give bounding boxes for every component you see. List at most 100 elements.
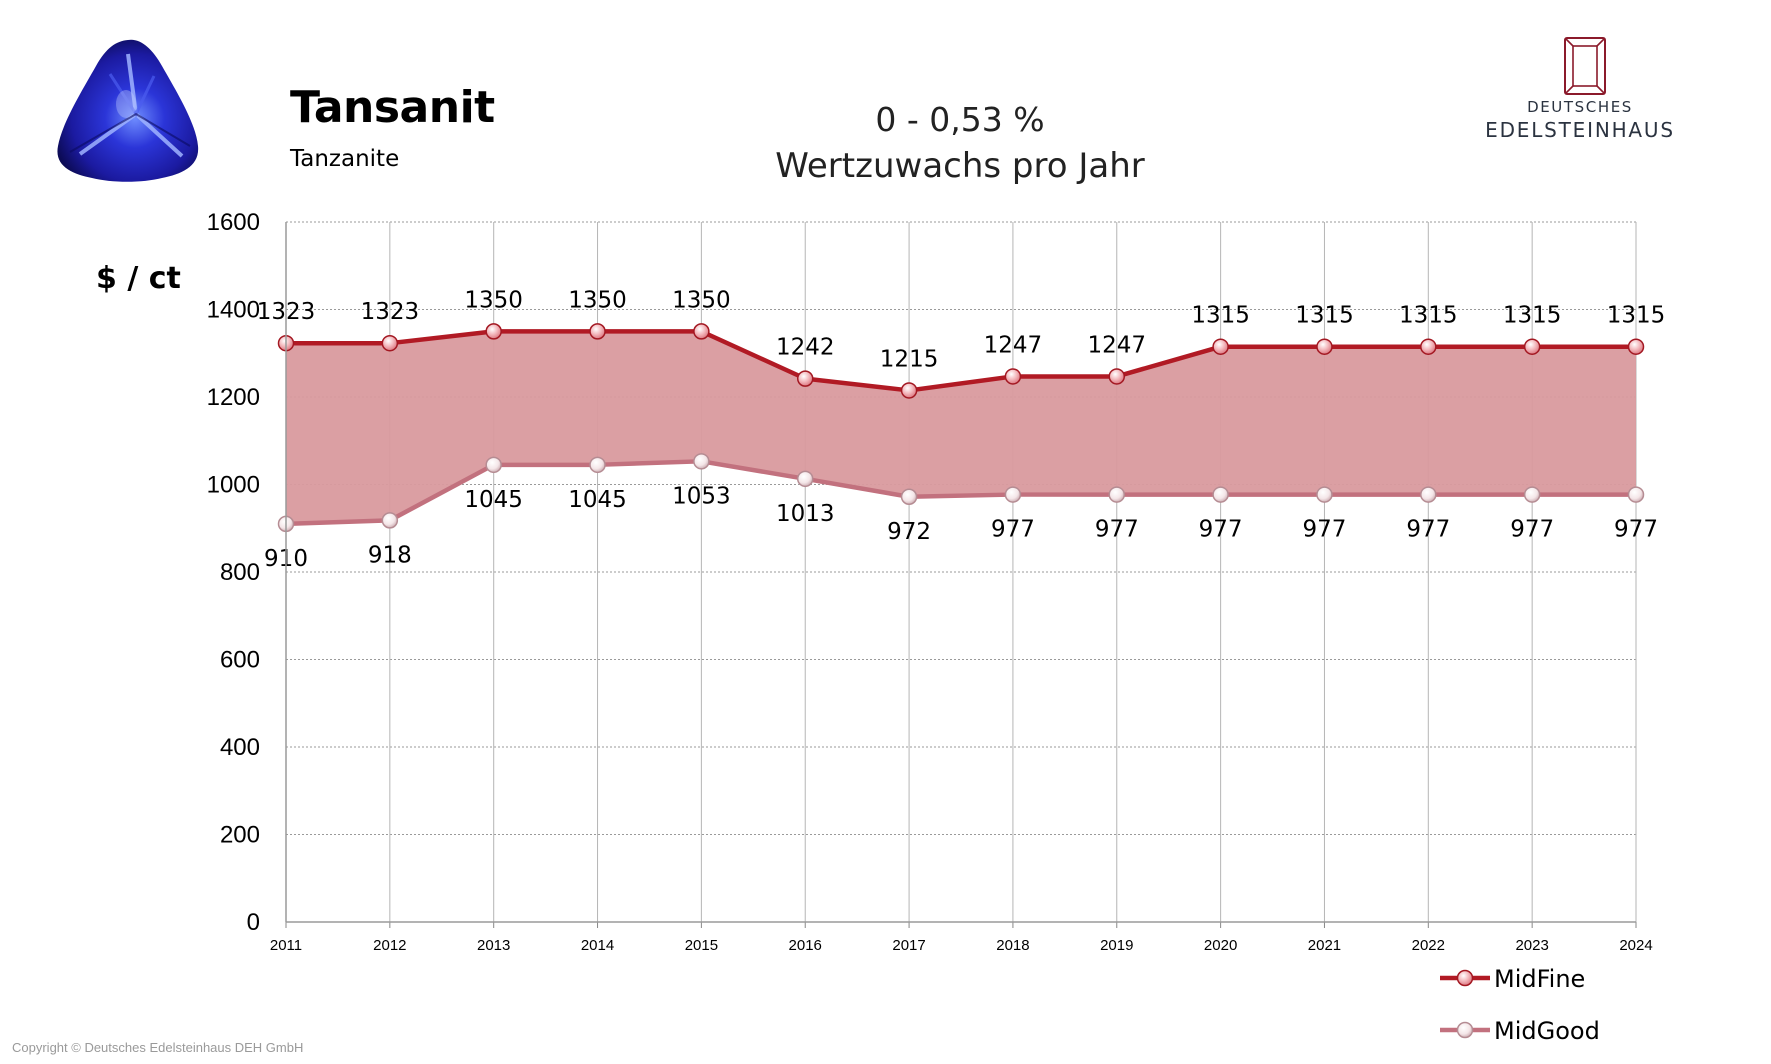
data-point-midfine (1212, 338, 1229, 355)
brand-logo: DEUTSCHES EDELSTEINHAUS (1470, 36, 1690, 146)
data-point-midgood (693, 453, 710, 470)
chart-fill-area (286, 331, 1636, 524)
y-tick-label: 600 (220, 647, 260, 674)
x-tick-label: 2024 (1619, 937, 1652, 954)
x-tick-label: 2016 (789, 937, 822, 954)
copyright-notice: Copyright © Deutsches Edelsteinhaus DEH … (12, 1040, 304, 1055)
tanzanite-trillion-gem-icon (57, 39, 199, 182)
growth-rate-range: 0 - 0,53 % (875, 100, 1045, 139)
data-label-midgood: 972 (887, 519, 931, 545)
chart-data-points (277, 323, 1645, 533)
x-tick-label: 2019 (1100, 937, 1133, 954)
growth-rate-label: Wertzuwachs pro Jahr (775, 146, 1145, 186)
data-point-midgood (1627, 486, 1645, 503)
legend-marker-midfine (1456, 969, 1474, 987)
data-label-midgood: 977 (1095, 517, 1139, 543)
x-tick-label: 2011 (270, 937, 302, 954)
data-point-midgood (1316, 486, 1333, 503)
chart-series-lines (285, 329, 1636, 527)
data-label-midgood: 977 (1406, 517, 1450, 543)
data-point-midfine (381, 334, 399, 352)
data-point-midfine (589, 323, 606, 340)
x-tick-label: 2018 (996, 937, 1029, 954)
data-point-midgood (900, 488, 918, 505)
x-tick-label: 2023 (1515, 937, 1548, 954)
data-point-midfine (900, 382, 918, 399)
logo-text-bottom: EDELSTEINHAUS (1485, 118, 1675, 142)
data-point-midfine (1316, 338, 1333, 355)
chart-legend: MidFine MidGood (1440, 965, 1600, 1045)
data-label-midgood: 977 (1303, 517, 1347, 543)
data-point-midgood (1523, 486, 1541, 503)
y-tick-label: 1000 (207, 472, 260, 499)
data-point-midfine (1523, 338, 1541, 355)
data-point-midfine (1108, 368, 1126, 385)
data-label-midfine: 1350 (672, 287, 731, 313)
y-tick-label: 0 (247, 909, 260, 936)
data-label-midgood: 1013 (776, 501, 835, 527)
page-title: Tansanit (290, 82, 495, 133)
x-tick-label: 2013 (477, 937, 510, 954)
data-point-midgood (1108, 486, 1126, 503)
gemstone-outline-logo-icon (1564, 37, 1606, 95)
data-point-midgood (1212, 486, 1229, 503)
data-label-midfine: 1315 (1607, 303, 1666, 329)
series-line-midgood (285, 459, 1636, 527)
y-axis-label: $ / ct (96, 261, 181, 296)
data-label-midgood: 977 (991, 517, 1035, 543)
data-point-midfine (485, 323, 502, 340)
data-label-midfine: 1350 (568, 287, 627, 313)
y-tick-label: 1600 (207, 209, 260, 236)
x-tick-label: 2017 (892, 937, 925, 954)
series-band-fill (286, 331, 1636, 524)
legend-label-midgood: MidGood (1494, 1017, 1600, 1045)
data-label-midgood: 977 (1614, 517, 1658, 543)
data-label-midfine: 1247 (1087, 332, 1146, 358)
data-label-midfine: 1215 (880, 346, 939, 372)
y-tick-label: 800 (220, 559, 260, 586)
x-tick-label: 2015 (685, 937, 718, 954)
data-point-midfine (1420, 338, 1437, 355)
data-label-midgood: 1045 (464, 487, 523, 513)
legend-marker-midgood (1456, 1021, 1474, 1039)
data-point-midfine (693, 323, 710, 340)
data-point-midgood (1420, 486, 1437, 503)
tanzanite-gem-image (50, 34, 220, 194)
data-label-midgood: 1045 (568, 487, 627, 513)
data-point-midfine (1627, 338, 1645, 355)
data-label-midfine: 1315 (1295, 303, 1354, 329)
y-tick-label: 1400 (207, 297, 260, 324)
x-tick-label: 2021 (1308, 937, 1341, 954)
data-point-midgood (381, 512, 399, 529)
data-point-midgood (1004, 486, 1022, 503)
data-point-midfine (1004, 368, 1022, 385)
logo-text-top: DEUTSCHES (1527, 98, 1633, 116)
data-point-midgood (589, 456, 606, 474)
data-label-midfine: 1350 (464, 287, 523, 313)
y-tick-label: 200 (220, 822, 260, 849)
data-label-midfine: 1315 (1399, 303, 1458, 329)
chart-axes: 0 200 400 600 800 1000 1200 1400 1600 2011 2012 201… (96, 209, 1653, 954)
data-label-midfine: 1242 (776, 335, 835, 361)
data-label-midfine: 1247 (984, 332, 1043, 358)
legend-label-midfine: MidFine (1494, 965, 1585, 993)
x-tick-label: 2022 (1412, 937, 1445, 954)
data-label-midfine: 1315 (1191, 303, 1250, 329)
data-label-midgood: 1053 (672, 483, 731, 509)
y-tick-label: 1200 (207, 384, 260, 411)
x-tick-label: 2014 (581, 937, 614, 954)
data-label-midfine: 1315 (1503, 303, 1562, 329)
data-point-midgood (796, 470, 814, 488)
x-tick-label: 2012 (373, 937, 406, 954)
data-label-midfine: 1323 (361, 299, 420, 325)
data-label-midgood: 977 (1199, 517, 1243, 543)
y-tick-label: 400 (220, 734, 260, 761)
series-line-midfine (286, 329, 1636, 393)
page-subtitle: Tanzanite (290, 146, 400, 172)
data-point-midfine (796, 370, 814, 387)
x-tick-label: 2020 (1204, 937, 1237, 954)
data-point-midgood (485, 456, 502, 474)
data-label-midgood: 977 (1510, 517, 1554, 543)
